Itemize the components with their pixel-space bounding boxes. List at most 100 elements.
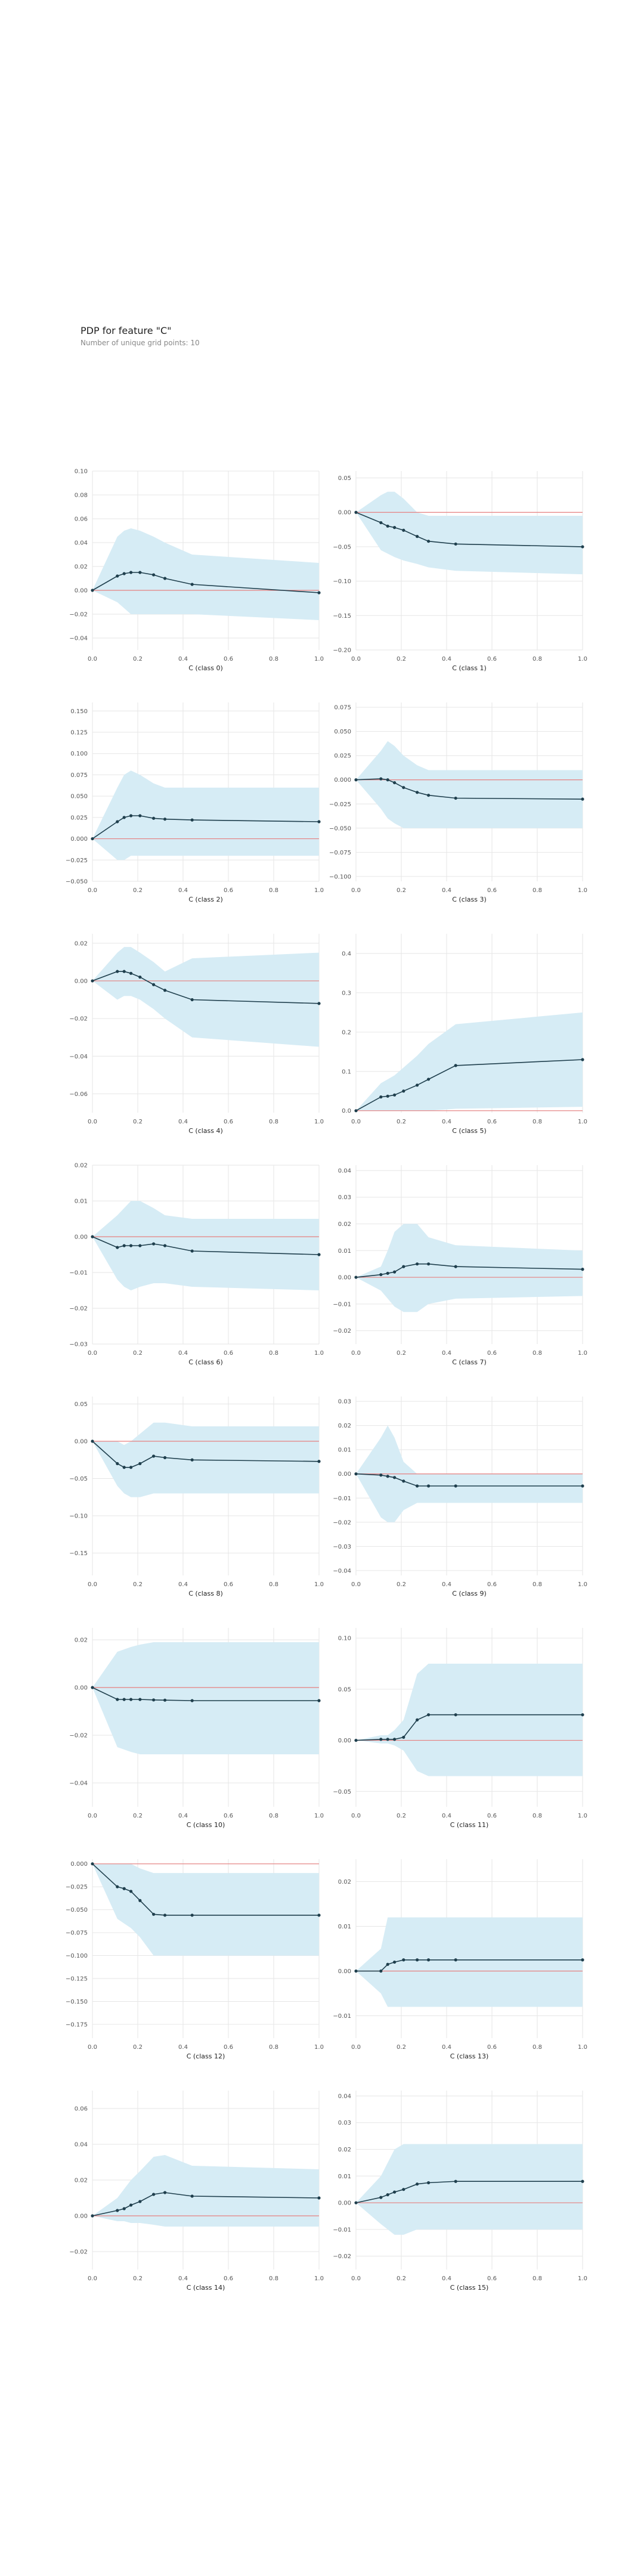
confidence-band [92,2155,319,2227]
confidence-band [356,1224,583,1312]
y-tick-label: −0.050 [329,825,351,832]
pdp-point [454,1265,457,1268]
page-title: PDP for feature "C" [80,325,172,336]
y-tick-label: −0.050 [66,1907,88,1914]
x-tick-label: 0.8 [269,656,278,662]
pdp-panel-class-0: 0.0 0.2 0.4 0.6 0.8 1.0 −0.04 −0.02 0.00 0.02 0.04… [69,469,324,673]
confidence-band [92,1201,319,1290]
y-tick-label: 0.000 [334,777,351,784]
pdp-point [386,1962,389,1966]
y-tick-label: 0.01 [338,1248,351,1255]
x-tick-label: 1.0 [314,887,324,894]
y-tick-label: 0.050 [334,729,351,735]
y-tick-label: 0.00 [338,1968,351,1975]
y-tick-label: 0.150 [70,708,88,715]
x-tick-label: 0.4 [442,1581,451,1588]
x-tick-label: 0.4 [442,1350,451,1357]
x-tick-label: 0.6 [224,887,233,894]
y-tick-label: 0.03 [338,1399,351,1405]
pdp-point [393,1960,397,1964]
x-tick-label: 0.6 [224,656,233,662]
pdp-point [354,510,358,514]
pdp-panel-class-1: 0.0 0.2 0.4 0.6 0.8 1.0 −0.20 −0.15 −0.10 −0.05 0.… [333,471,587,672]
x-tick-label: 0.6 [487,887,497,894]
x-axis-label: C (class 13) [450,2052,489,2060]
pdp-point [91,837,94,841]
pdp-point [122,2207,126,2210]
y-tick-label: 0.01 [75,1199,88,1205]
pdp-point [190,818,194,822]
pdp-point [129,1244,133,1247]
pdp-point [116,1885,119,1888]
pdp-point [416,1262,419,1266]
x-axis-label: C (class 6) [188,1358,223,1366]
x-tick-label: 0.2 [133,2044,143,2051]
y-tick-label: −0.04 [69,1781,88,1787]
y-tick-label: 0.03 [338,2120,351,2126]
pdp-point [454,2179,457,2183]
x-axis-label: C (class 5) [452,1127,487,1135]
x-tick-label: 0.4 [178,1350,188,1357]
pdp-panel-class-13: 0.0 0.2 0.4 0.6 0.8 1.0 −0.01 0.00 0.01 0.02 C (cl… [333,1859,587,2060]
x-tick-label: 0.8 [269,1813,278,1819]
pdp-point [138,814,142,818]
pdp-point [122,970,126,973]
y-tick-label: 0.02 [338,2147,351,2153]
y-tick-label: −0.06 [69,1091,88,1098]
pdp-point [91,2214,94,2218]
x-tick-label: 0.2 [133,1581,143,1588]
x-tick-label: 0.4 [178,1581,188,1588]
pdp-point [379,521,383,525]
x-tick-label: 0.8 [532,656,542,662]
pdp-point [416,535,419,538]
x-tick-label: 0.0 [351,1813,361,1819]
x-tick-label: 0.4 [442,2044,451,2051]
pdp-point [427,1484,431,1488]
pdp-point [393,1093,397,1097]
y-tick-label: −0.02 [69,2249,88,2256]
x-axis-label: C (class 7) [452,1358,487,1366]
y-tick-label: −0.02 [69,1306,88,1312]
pdp-point [379,2196,383,2199]
pdp-point [190,998,194,1002]
pdp-point [386,1094,389,1098]
pdp-point [317,1253,321,1256]
pdp-point [138,1244,142,1247]
y-tick-label: −0.05 [333,544,351,550]
pdp-point [386,2193,389,2197]
x-tick-label: 1.0 [578,1119,587,1125]
pdp-point [386,524,389,528]
y-tick-label: 0.00 [75,1685,88,1692]
x-tick-label: 1.0 [314,656,324,662]
pdp-panel-class-14: 0.0 0.2 0.4 0.6 0.8 1.0 −0.02 0.00 0.02 0.04 0.06 C… [69,2091,324,2292]
pdp-point [163,1244,167,1247]
pdp-point [152,983,156,986]
y-tick-label: 0.04 [338,1168,351,1174]
x-axis-label: C (class 12) [187,2052,225,2060]
y-tick-label: −0.050 [66,879,88,886]
x-tick-label: 0.0 [88,1813,97,1819]
pdp-point [163,1914,167,1917]
x-tick-label: 1.0 [314,1350,324,1357]
x-tick-label: 0.0 [88,2275,97,2282]
pdp-point [393,2190,397,2194]
confidence-band [356,741,583,828]
pdp-point [91,589,94,592]
x-tick-label: 1.0 [314,1119,324,1125]
y-tick-label: 0.10 [75,469,88,475]
pdp-point [163,577,167,580]
pdp-panel-class-5: 0.0 0.2 0.4 0.6 0.8 1.00.00.10.20.30.4C (clas… [342,934,587,1135]
x-axis-label: C (class 0) [188,664,223,672]
y-tick-label: 0.10 [338,1636,351,1642]
pdp-point [138,976,142,979]
pdp-point [416,791,419,794]
confidence-band [356,2144,583,2235]
pdp-point [116,1246,119,1249]
pdp-point [454,1713,457,1717]
pdp-point [427,1262,431,1266]
pdp-point [91,1862,94,1866]
pdp-point [581,797,584,801]
pdp-point [581,1958,584,1962]
x-tick-label: 0.6 [224,1581,233,1588]
y-tick-label: 0.075 [70,772,88,779]
